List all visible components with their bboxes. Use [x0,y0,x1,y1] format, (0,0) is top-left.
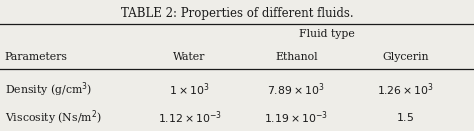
Text: TABLE 2: Properties of different fluids.: TABLE 2: Properties of different fluids. [121,7,353,20]
Text: $1.26 \times 10^{3}$: $1.26 \times 10^{3}$ [377,81,434,98]
Text: $1.5$: $1.5$ [396,111,414,123]
Text: Ethanol: Ethanol [275,52,318,62]
Text: Glycerin: Glycerin [382,52,428,62]
Text: $1.19 \times 10^{-3}$: $1.19 \times 10^{-3}$ [264,109,328,125]
Text: Parameters: Parameters [5,52,68,62]
Text: $1.12 \times 10^{-3}$: $1.12 \times 10^{-3}$ [157,109,222,125]
Text: $1 \times 10^{3}$: $1 \times 10^{3}$ [169,81,210,98]
Text: Fluid type: Fluid type [299,29,355,39]
Text: Water: Water [173,52,206,62]
Text: $7.89 \times 10^{3}$: $7.89 \times 10^{3}$ [267,81,325,98]
Text: Density (g/cm$^3$): Density (g/cm$^3$) [5,80,92,99]
Text: Viscosity (Ns/m$^2$): Viscosity (Ns/m$^2$) [5,108,101,127]
